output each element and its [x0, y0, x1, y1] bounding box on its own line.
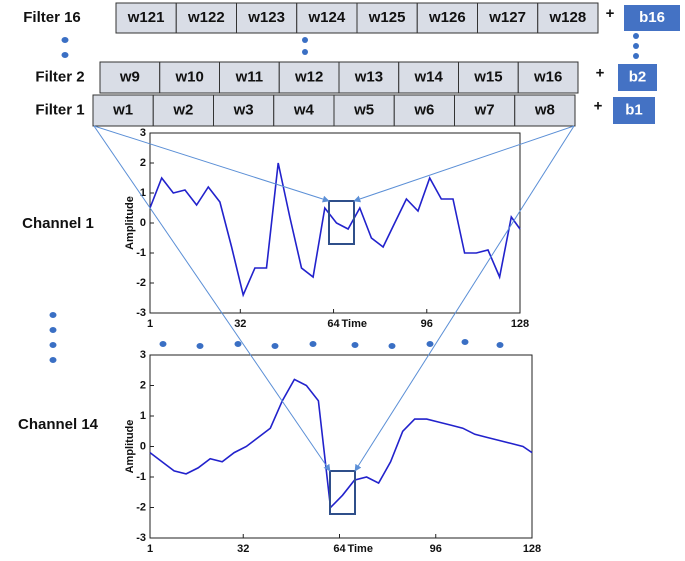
- weight-cell: [454, 94, 516, 127]
- weight-cell: [92, 94, 154, 127]
- plus-sign: +: [596, 64, 605, 81]
- receptive-window: [329, 470, 356, 515]
- plus-sign: +: [606, 5, 615, 22]
- filter-label: Filter 16: [23, 9, 81, 26]
- weight-label: w128: [549, 9, 587, 26]
- bias-box: [618, 64, 657, 91]
- y-tick-label: -3: [136, 307, 146, 319]
- weight-cell: [514, 94, 576, 127]
- filter-label: Filter 1: [35, 101, 84, 118]
- x-tick-label: 96: [430, 543, 442, 555]
- weight-cell: [393, 94, 455, 127]
- x-axis-label: Time: [347, 543, 372, 555]
- bias-label: b16: [639, 9, 665, 26]
- weight-label: w11: [235, 68, 264, 85]
- weight-cell: [278, 61, 340, 94]
- x-tick-label: 32: [237, 543, 249, 555]
- receptive-window: [328, 200, 355, 245]
- projection-line: [354, 125, 575, 472]
- signal-line: [149, 162, 521, 298]
- weight-label: w7: [474, 101, 495, 118]
- y-tick-label: 0: [140, 217, 146, 229]
- weight-label: w10: [174, 68, 203, 85]
- y-tick-label: -2: [136, 501, 146, 513]
- weight-cell: [356, 2, 418, 34]
- weight-cell: [477, 2, 539, 34]
- weight-cell: [333, 94, 395, 127]
- y-tick-label: 3: [140, 127, 146, 139]
- weight-label: w9: [119, 68, 140, 85]
- y-tick-label: 1: [140, 410, 146, 422]
- projection-line: [353, 125, 575, 203]
- weight-cell: [517, 61, 579, 94]
- x-tick-label: 1: [147, 543, 153, 555]
- x-axis-label: Time: [342, 318, 367, 330]
- weight-label: w4: [293, 101, 315, 118]
- weight-label: w5: [353, 101, 374, 118]
- x-tick-label: 96: [421, 318, 433, 330]
- x-tick-label: 1: [147, 318, 153, 330]
- y-tick-label: 1: [140, 187, 146, 199]
- signal-line: [149, 378, 533, 510]
- weight-cell: [219, 61, 280, 94]
- bias-label: b2: [629, 68, 647, 85]
- weight-label: w2: [172, 101, 193, 118]
- weight-cell: [152, 94, 214, 127]
- weight-label: w12: [294, 68, 323, 85]
- x-tick-label: 128: [523, 543, 541, 555]
- weight-cell: [99, 61, 161, 94]
- weight-label: w126: [428, 9, 466, 26]
- y-axis-label: Amplitude: [124, 196, 136, 250]
- projection-line: [93, 125, 330, 203]
- bias-label: b1: [625, 101, 643, 118]
- plus-sign: +: [594, 97, 603, 114]
- y-axis-label: Amplitude: [124, 420, 136, 474]
- weight-cell: [398, 61, 459, 94]
- weight-label: w16: [533, 68, 562, 85]
- projection-line: [93, 125, 331, 472]
- channel-label: Channel 14: [18, 416, 99, 433]
- y-tick-label: -3: [136, 532, 146, 544]
- channel-label: Channel 1: [22, 215, 94, 232]
- bias-box: [624, 5, 680, 31]
- weight-cell: [159, 61, 220, 94]
- x-tick-label: 128: [511, 318, 529, 330]
- weight-label: w1: [112, 101, 133, 118]
- plot-frame: [149, 132, 521, 314]
- x-tick-label: 32: [234, 318, 246, 330]
- weight-label: w127: [488, 9, 526, 26]
- bias-box: [613, 97, 655, 124]
- x-tick-label: 64: [333, 543, 346, 555]
- y-tick-label: -1: [136, 471, 146, 483]
- y-tick-label: 2: [140, 157, 146, 169]
- weight-label: w3: [233, 101, 254, 118]
- weight-label: w124: [308, 9, 346, 26]
- weight-label: w15: [473, 68, 502, 85]
- plot-frame: [149, 354, 533, 539]
- weight-cell: [236, 2, 298, 34]
- x-tick-label: 64: [327, 318, 340, 330]
- weight-cell: [537, 2, 599, 34]
- continuation-dots: [49, 33, 639, 363]
- weight-label: w14: [413, 68, 443, 85]
- weight-label: w122: [187, 9, 225, 26]
- weight-cell: [458, 61, 519, 94]
- weight-label: w123: [247, 9, 285, 26]
- weight-label: w6: [413, 101, 434, 118]
- weight-cell: [175, 2, 237, 34]
- weight-label: w125: [368, 9, 406, 26]
- weight-label: w121: [127, 9, 165, 26]
- y-tick-label: 3: [140, 349, 146, 361]
- y-tick-label: -1: [136, 247, 146, 259]
- y-tick-label: -2: [136, 277, 146, 289]
- weight-cell: [115, 2, 177, 34]
- weight-label: w8: [534, 101, 555, 118]
- filter-label: Filter 2: [35, 68, 84, 85]
- weight-label: w13: [354, 68, 383, 85]
- y-tick-label: 0: [140, 440, 146, 452]
- weight-cell: [296, 2, 358, 34]
- y-tick-label: 2: [140, 379, 146, 391]
